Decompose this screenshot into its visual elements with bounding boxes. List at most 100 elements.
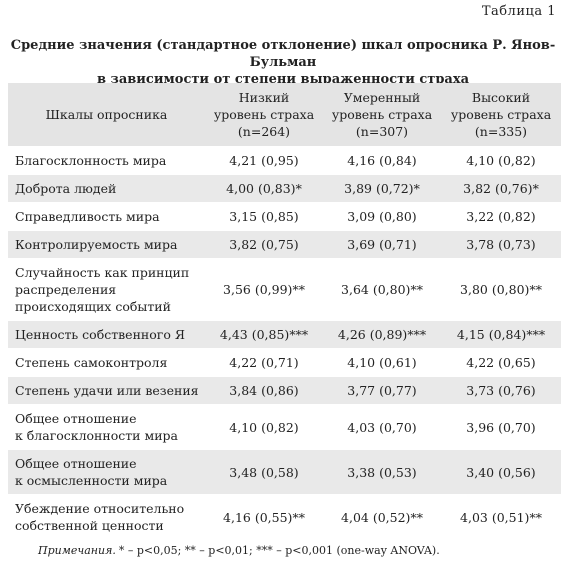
cell-line: Благосклонность мира	[15, 153, 167, 168]
value-cell: 3,84 (0,86)	[205, 376, 323, 405]
table-row: Степень удачи или везения 3,84 (0,86) 3,77…	[8, 376, 561, 405]
cell-line: 3,84 (0,86)	[229, 383, 299, 398]
cell-line: Справедливость мира	[15, 209, 160, 224]
value-cell: 3,77 (0,77)	[323, 376, 441, 405]
value-cell: 3,48 (0,58)	[205, 449, 323, 495]
table-row: Контролируемость мира 3,82 (0,75) 3,69 (0,…	[8, 230, 561, 259]
cell-line: Низкий	[238, 90, 290, 105]
cell-line: 4,00 (0,83)*	[226, 181, 302, 196]
cell-line: 3,09 (0,80)	[347, 209, 417, 224]
value-cell: 3,80 (0,80)**	[441, 258, 561, 321]
cell-line: 4,21 (0,95)	[229, 153, 299, 168]
value-cell: 4,26 (0,89)***	[323, 320, 441, 349]
cell-line: 3,48 (0,58)	[229, 464, 299, 480]
cell-line: 4,16 (0,84)	[347, 153, 417, 168]
cell-line: Общее отношение	[15, 411, 137, 426]
cell-line: (n=307)	[355, 124, 409, 139]
cell-line: Умеренный	[343, 90, 421, 105]
cell-line: 4,10 (0,82)	[229, 419, 299, 435]
value-cell: 4,15 (0,84)***	[441, 320, 561, 349]
note-text: * – p<0,05; ** – p<0,01; *** – p<0,001 (…	[118, 544, 440, 557]
cell-line: Доброта людей	[15, 181, 117, 196]
cell-line: 4,26 (0,89)***	[337, 327, 427, 342]
value-cell: 3,15 (0,85)	[205, 202, 323, 231]
cell-line: Ценность собственного Я	[15, 327, 185, 342]
cell-line: 4,10 (0,82)	[466, 153, 536, 168]
value-cell: 3,82 (0,76)*	[441, 174, 561, 203]
row-label-cell: Убеждение относительно собственной ценнос…	[8, 494, 205, 540]
cell-line: Степень удачи или везения	[15, 383, 199, 398]
value-cell: 4,16 (0,84)	[323, 146, 441, 175]
row-label-cell: Случайность как принцип распределения прои…	[8, 258, 205, 321]
table-row: Случайность как принцип распределения прои…	[8, 258, 561, 321]
cell-line: 3,82 (0,75)	[229, 237, 299, 252]
value-cell: 3,09 (0,80)	[323, 202, 441, 231]
value-cell: 3,38 (0,53)	[323, 449, 441, 495]
table-note: Примечания. * – p<0,05; ** – p<0,01; *** …	[38, 544, 440, 557]
row-label-cell: Доброта людей	[8, 174, 205, 203]
cell-line: 3,38 (0,53)	[347, 464, 417, 480]
cell-line: 3,78 (0,73)	[466, 237, 536, 252]
cell-line: Контролируемость мира	[15, 237, 178, 252]
cell-line: собственной ценности	[15, 518, 164, 533]
value-cell: 3,22 (0,82)	[441, 202, 561, 231]
cell-line: 3,77 (0,77)	[347, 383, 417, 398]
cell-line: 3,82 (0,76)*	[463, 181, 539, 196]
table-row: Ценность собственного Я 4,43 (0,85)*** 4,2…	[8, 320, 561, 349]
row-label-cell: Контролируемость мира	[8, 230, 205, 259]
table-row: Степень самоконтроля 4,22 (0,71) 4,10 (0,6…	[8, 348, 561, 377]
cell-line: Высокий	[471, 90, 531, 105]
cell-line: распределения	[15, 282, 117, 297]
value-cell: Низкий уровень страха (n=264)	[205, 83, 323, 147]
value-cell: 3,82 (0,75)	[205, 230, 323, 259]
value-cell: 3,56 (0,99)**	[205, 258, 323, 321]
row-label-cell: Ценность собственного Я	[8, 320, 205, 349]
cell-line: 3,96 (0,70)	[466, 419, 536, 435]
cell-line: 4,16 (0,55)**	[223, 509, 305, 525]
row-label-cell: Степень удачи или везения	[8, 376, 205, 405]
cell-line: (n=335)	[474, 124, 528, 139]
value-cell: 3,96 (0,70)	[441, 404, 561, 450]
cell-line: к благосклонности мира	[15, 428, 178, 443]
value-cell: Умеренный уровень страха (n=307)	[323, 83, 441, 147]
row-label-cell: Степень самоконтроля	[8, 348, 205, 377]
value-cell: 4,16 (0,55)**	[205, 494, 323, 540]
row-label-cell: Справедливость мира	[8, 202, 205, 231]
value-cell: 4,03 (0,51)**	[441, 494, 561, 540]
value-cell: 4,21 (0,95)	[205, 146, 323, 175]
cell-line: Шкалы опросника	[45, 107, 168, 122]
cell-line: Случайность как принцип	[15, 265, 190, 280]
cell-line: 3,22 (0,82)	[466, 209, 536, 224]
cell-line: 4,03 (0,51)**	[460, 509, 542, 525]
table-caption: Таблица 1	[481, 4, 556, 19]
cell-line: уровень страха	[450, 107, 552, 122]
table-row: Доброта людей 4,00 (0,83)* 3,89 (0,72)* 3,8…	[8, 174, 561, 203]
cell-line: 4,43 (0,85)***	[219, 327, 309, 342]
value-cell: Высокий уровень страха (n=335)	[441, 83, 561, 147]
value-cell: 3,89 (0,72)*	[323, 174, 441, 203]
cell-line: уровень страха	[331, 107, 433, 122]
cell-line: 3,89 (0,72)*	[344, 181, 420, 196]
cell-line: 3,40 (0,56)	[466, 464, 536, 480]
value-cell: 4,03 (0,70)	[323, 404, 441, 450]
title-line: Средние значения (стандартное отклонение…	[10, 38, 556, 70]
note-label: Примечания.	[38, 544, 116, 557]
cell-line: 4,22 (0,71)	[229, 355, 299, 370]
value-cell: 3,40 (0,56)	[441, 449, 561, 495]
cell-line: 3,64 (0,80)**	[341, 282, 423, 297]
table-row: Шкалы опросника Низкий уровень страха (n=26…	[8, 83, 561, 147]
table-row: Общее отношение к благосклонности мира 4,1…	[8, 404, 561, 450]
row-label-cell: Общее отношение к осмысленности мира	[8, 449, 205, 495]
row-label-cell: Шкалы опросника	[8, 83, 205, 147]
value-cell: 3,78 (0,73)	[441, 230, 561, 259]
value-cell: 3,69 (0,71)	[323, 230, 441, 259]
cell-line: к осмысленности мира	[15, 473, 168, 488]
cell-line: 3,56 (0,99)**	[223, 282, 305, 297]
cell-line: происходящих событий	[15, 299, 171, 314]
value-cell: 4,04 (0,52)**	[323, 494, 441, 540]
cell-line: 4,15 (0,84)***	[456, 327, 546, 342]
value-cell: 4,22 (0,71)	[205, 348, 323, 377]
value-cell: 4,10 (0,82)	[205, 404, 323, 450]
table-row: Справедливость мира 3,15 (0,85) 3,09 (0,80…	[8, 202, 561, 231]
table-row: Благосклонность мира 4,21 (0,95) 4,16 (0,8…	[8, 146, 561, 175]
